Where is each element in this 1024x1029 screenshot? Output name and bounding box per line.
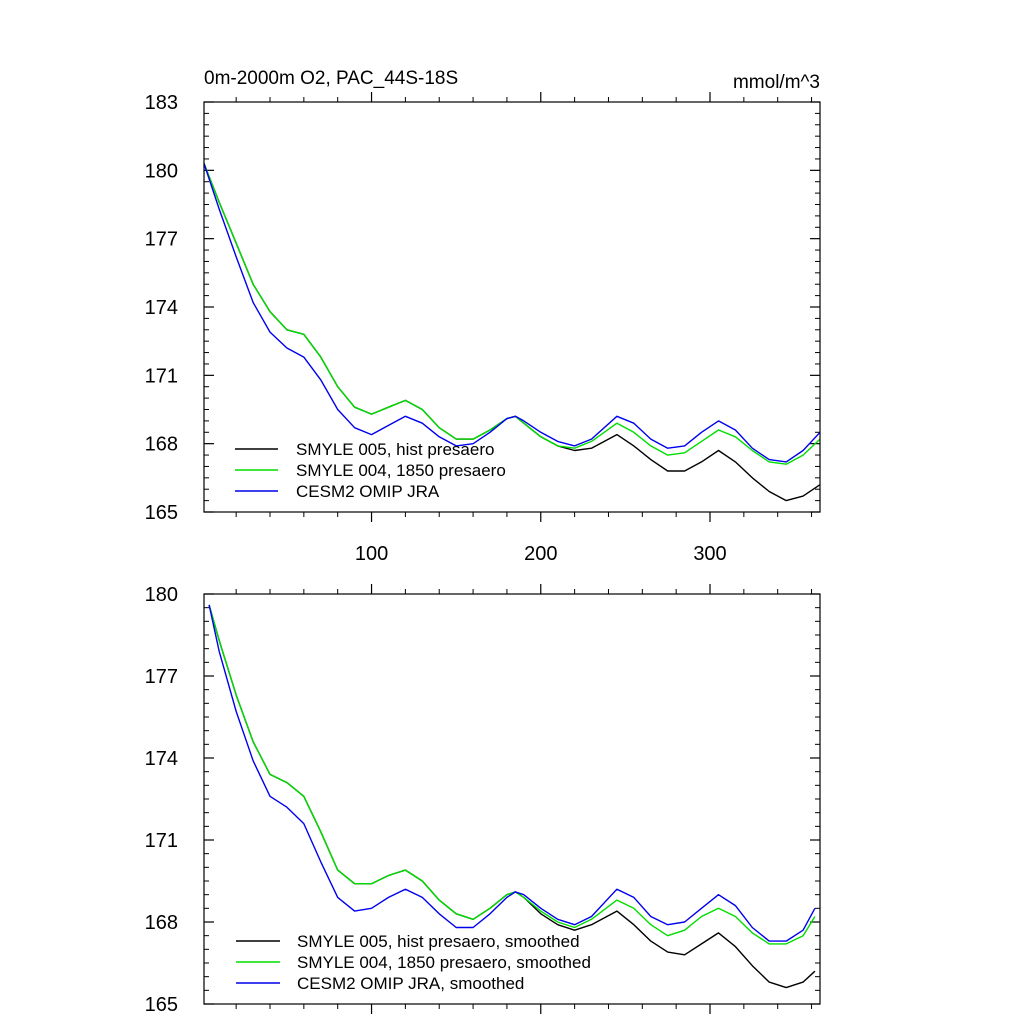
bottom-ticks: 165 168 171 174 177 180 <box>145 584 820 1016</box>
top-series-line-2 <box>203 163 821 463</box>
top-ytick-label: 165 <box>145 502 178 524</box>
top-series-lines <box>203 163 821 502</box>
bottom-series-line-2 <box>208 604 816 942</box>
top-legend-label-0: SMYLE 005, hist presaero <box>296 440 494 459</box>
bottom-panel: 165 168 171 174 177 180 SMYLE 005, hist presa… <box>145 584 821 1016</box>
top-legend-label-2: CESM2 OMIP JRA <box>296 482 440 501</box>
top-legend-label-1: SMYLE 004, 1850 presaero <box>296 461 506 480</box>
bottom-plot-frame <box>203 593 821 1005</box>
bottom-ytick-label: 168 <box>145 912 178 934</box>
bottom-legend-label-2: CESM2 OMIP JRA, smoothed <box>297 974 524 993</box>
top-xtick-label: 100 <box>355 543 388 565</box>
top-ytick-label: 174 <box>145 297 178 319</box>
top-xtick-label: 300 <box>693 543 726 565</box>
top-ticks: 165 168 171 174 177 180 183 100 200 300 <box>145 92 820 565</box>
top-legend: SMYLE 005, hist presaero SMYLE 004, 1850… <box>235 440 506 501</box>
bottom-series-line-0 <box>208 604 816 989</box>
bottom-ytick-label: 174 <box>145 748 178 770</box>
top-panel-title: 0m-2000m O2, PAC_44S-18S <box>204 68 458 89</box>
bottom-legend-label-1: SMYLE 004, 1850 presaero, smoothed <box>297 953 591 972</box>
top-ytick-label: 171 <box>145 365 178 387</box>
bottom-series-lines <box>208 604 816 989</box>
top-ytick-label: 168 <box>145 434 178 456</box>
top-panel: 0m-2000m O2, PAC_44S-18S mmol/m^3 165 168… <box>145 68 821 565</box>
bottom-series-line-1 <box>208 604 816 945</box>
bottom-ytick-label: 177 <box>145 666 178 688</box>
bottom-legend: SMYLE 005, hist presaero, smoothed SMYLE… <box>236 932 591 993</box>
bottom-ytick-label: 171 <box>145 830 178 852</box>
top-ytick-label: 177 <box>145 229 178 251</box>
top-ytick-label: 180 <box>145 160 178 182</box>
top-series-line-1 <box>203 163 821 465</box>
top-xtick-label: 200 <box>524 543 557 565</box>
top-ytick-label: 183 <box>145 92 178 114</box>
top-plot-frame <box>203 101 821 513</box>
bottom-ytick-label: 180 <box>145 584 178 606</box>
top-panel-units: mmol/m^3 <box>733 72 820 93</box>
bottom-legend-label-0: SMYLE 005, hist presaero, smoothed <box>297 932 580 951</box>
bottom-ytick-label: 165 <box>145 994 178 1016</box>
